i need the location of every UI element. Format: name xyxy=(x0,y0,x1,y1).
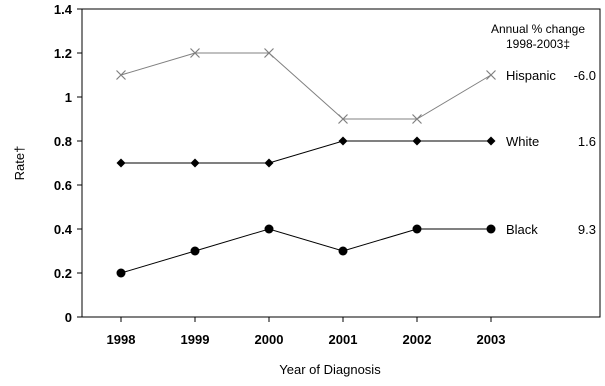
point-white xyxy=(412,136,422,146)
point-white xyxy=(190,158,200,168)
series-white xyxy=(116,136,496,168)
point-white xyxy=(338,136,348,146)
x-tick-label: 1998 xyxy=(107,332,136,347)
point-white xyxy=(486,136,496,146)
y-tick-label: 0.4 xyxy=(54,222,73,237)
plot-border xyxy=(81,8,601,318)
point-black xyxy=(338,246,348,256)
plot-frame xyxy=(81,8,601,318)
annotation-line-1: Annual % change xyxy=(491,22,585,36)
point-hispanic xyxy=(264,48,274,58)
point-hispanic xyxy=(190,48,200,58)
point-hispanic xyxy=(486,70,496,80)
series-hispanic xyxy=(116,48,496,124)
x-tick-label: 2001 xyxy=(329,332,358,347)
point-black xyxy=(190,246,200,256)
series-label-hispanic: Hispanic xyxy=(506,68,556,83)
y-tick-label: 1.2 xyxy=(54,46,72,61)
point-black xyxy=(116,268,126,278)
x-tick-label: 2003 xyxy=(477,332,506,347)
series-change-hispanic: -6.0 xyxy=(574,68,596,83)
point-hispanic xyxy=(338,114,348,124)
series-black xyxy=(116,224,496,278)
y-tick-label: 0.6 xyxy=(54,178,72,193)
series-labels: Hispanic -6.0 White 1.6 Black 9.3 xyxy=(506,68,596,237)
y-axis-ticks: 0 0.2 0.4 0.6 0.8 1 1.2 1.4 xyxy=(54,2,82,325)
x-tick-label: 2000 xyxy=(255,332,284,347)
point-black xyxy=(264,224,274,234)
point-hispanic xyxy=(412,114,422,124)
y-tick-label: 1 xyxy=(65,90,72,105)
series-line-white xyxy=(121,140,491,164)
y-axis-title: Rate† xyxy=(12,146,27,181)
series-line-black xyxy=(120,228,491,274)
y-tick-label: 1.4 xyxy=(54,2,73,17)
x-tick-label: 2002 xyxy=(403,332,432,347)
point-white xyxy=(116,158,126,168)
x-axis-title: Year of Diagnosis xyxy=(279,362,381,377)
y-tick-label: 0 xyxy=(65,310,72,325)
series-layer xyxy=(116,48,496,278)
series-line-hispanic xyxy=(120,52,492,120)
x-axis-ticks: 1998 1999 2000 2001 2002 2003 xyxy=(107,317,506,347)
point-white xyxy=(264,158,274,168)
series-change-black: 9.3 xyxy=(578,222,596,237)
annotation-line-2: 1998-2003‡ xyxy=(506,37,570,51)
x-tick-label: 1999 xyxy=(181,332,210,347)
point-black xyxy=(412,224,422,234)
series-change-white: 1.6 xyxy=(578,134,596,149)
point-black xyxy=(486,224,496,234)
series-label-white: White xyxy=(506,134,539,149)
y-tick-label: 0.2 xyxy=(54,266,72,281)
y-tick-label: 0.8 xyxy=(54,134,72,149)
point-hispanic xyxy=(116,70,126,80)
series-label-black: Black xyxy=(506,222,538,237)
